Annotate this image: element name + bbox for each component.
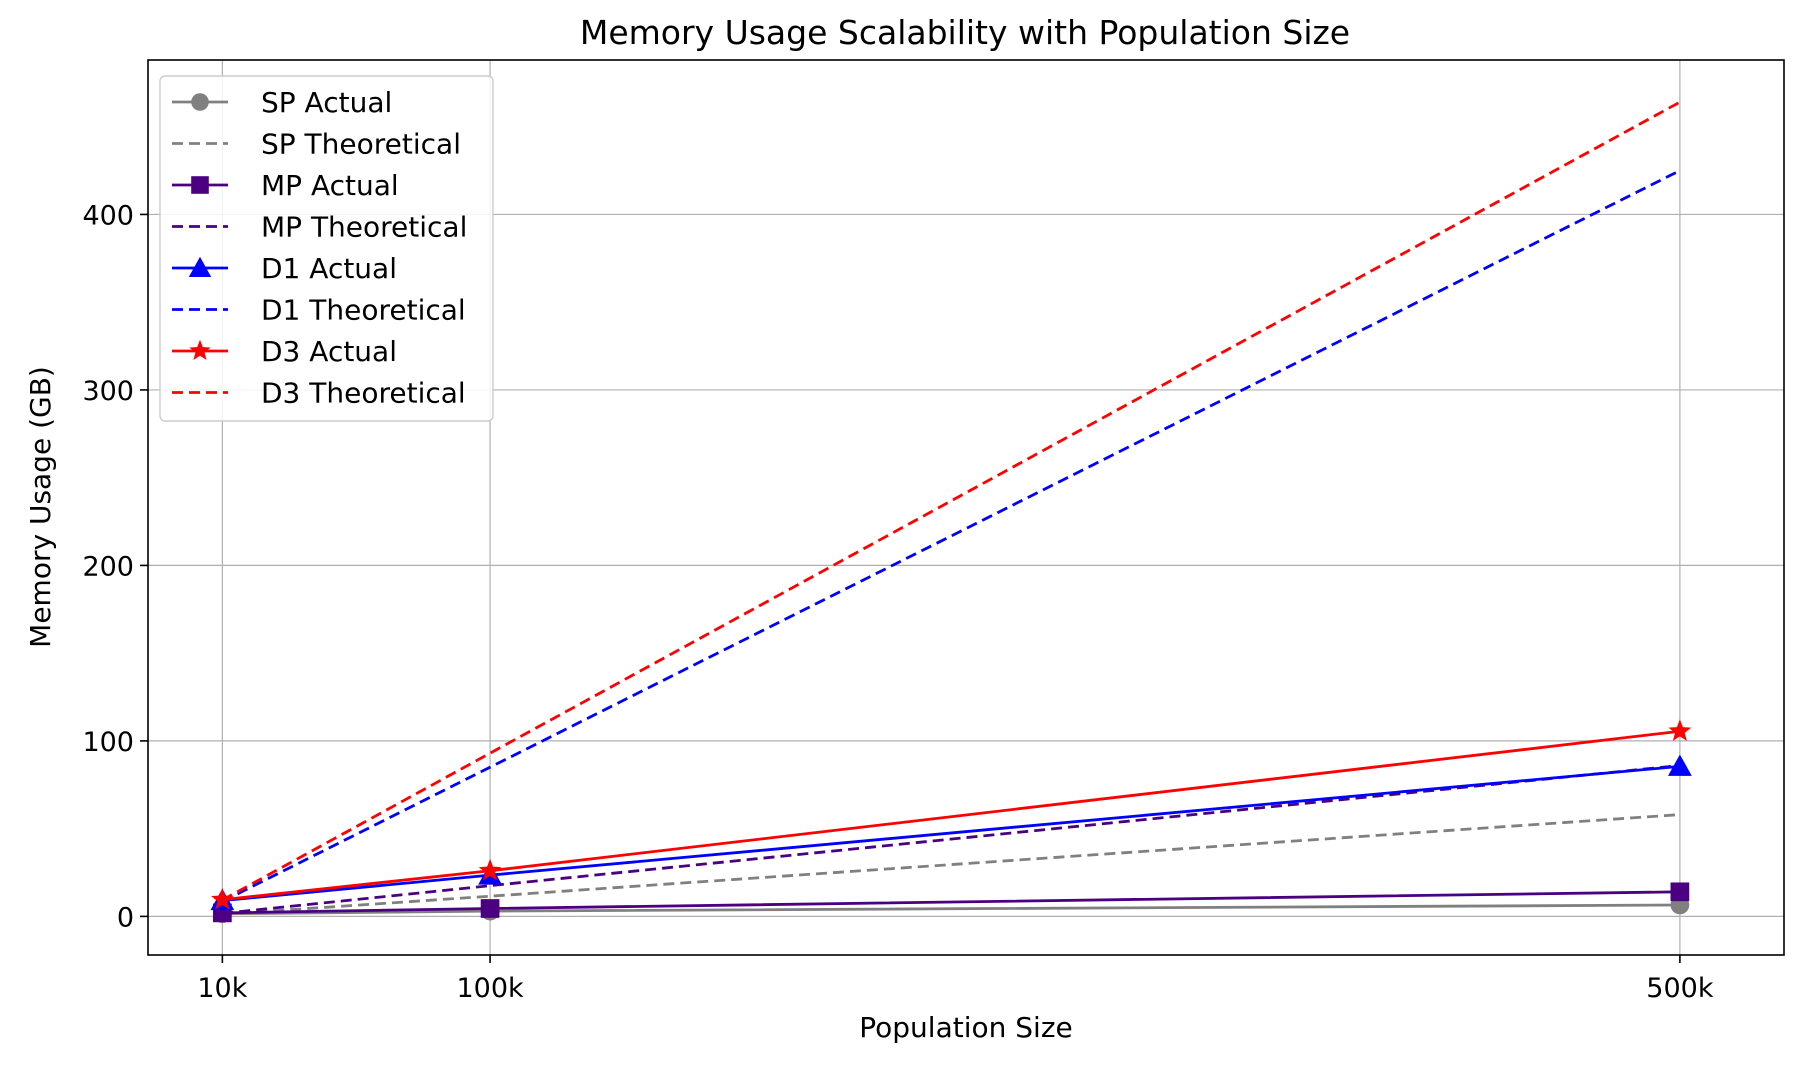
series-sp-theoretical — [222, 813, 1680, 916]
legend-entry-d1-theoretical: D1 Theoretical — [172, 294, 466, 327]
series-line-d1-theoretical — [221, 169, 1681, 903]
legend-label-d1-theoretical: D1 Theoretical — [261, 294, 466, 327]
y-tick-label: 0 — [117, 902, 134, 933]
legend-marker-mp-actual — [191, 176, 209, 194]
legend-label-mp-actual: MP Actual — [261, 169, 399, 202]
legend-label-d3-actual: D3 Actual — [261, 335, 397, 368]
y-axis-label: Memory Usage (GB) — [24, 366, 57, 648]
series-mp-theoretical — [222, 764, 1681, 915]
legend-label-sp-actual: SP Actual — [261, 86, 392, 119]
series-line-sp-theoretical — [222, 813, 1680, 916]
series-line-d3-theoretical — [221, 100, 1681, 902]
legend-entry-mp-actual: MP Actual — [172, 169, 399, 202]
legend-entry-sp-actual: SP Actual — [172, 86, 392, 119]
legend-label-mp-theoretical: MP Theoretical — [261, 211, 467, 244]
axis-ticks: 10k 100k 500k 0 100 200 300 400 — [82, 200, 1713, 1004]
legend-label-d1-actual: D1 Actual — [261, 252, 397, 285]
legend-entry-mp-theoretical: MP Theoretical — [172, 211, 467, 244]
x-tick-label: 100k — [456, 973, 524, 1004]
y-tick-label: 400 — [82, 200, 134, 231]
legend-marker-sp-actual — [191, 93, 209, 111]
y-tick-label: 100 — [82, 727, 134, 758]
legend-entry-d3-theoretical: D3 Theoretical — [172, 377, 466, 410]
series-line-d3-actual — [222, 729, 1681, 902]
data-point-d3-actual — [211, 887, 234, 910]
legend-entry-d1-actual: D1 Actual — [172, 252, 397, 285]
series-d1-actual — [210, 754, 1692, 911]
data-point-d1-actual — [1667, 754, 1692, 776]
series-line-d1-actual — [222, 764, 1681, 902]
plot-series — [210, 100, 1692, 924]
x-tick-label: 500k — [1646, 973, 1714, 1004]
y-tick-label: 300 — [82, 376, 134, 407]
data-point-mp-actual — [480, 899, 500, 918]
legend-label-d3-theoretical: D3 Theoretical — [261, 377, 466, 410]
legend-marker-d3-actual — [189, 339, 211, 361]
legend-marker-d1-actual — [188, 256, 212, 277]
legend: SP Actual SP Theoretical MP Actual MP Theor… — [159, 75, 494, 422]
plot-frame — [147, 59, 1785, 956]
y-tick-label: 200 — [82, 551, 134, 582]
series-line-mp-theoretical — [222, 764, 1681, 915]
series-d1-theoretical — [221, 169, 1681, 903]
legend-entry-d3-actual: D3 Actual — [172, 335, 397, 368]
series-d3-theoretical — [221, 100, 1681, 902]
data-point-d3-actual — [1668, 719, 1692, 741]
x-tick-label: 10k — [197, 973, 247, 1004]
legend-entry-sp-theoretical: SP Theoretical — [172, 128, 461, 161]
data-point-mp-actual — [1670, 882, 1690, 902]
series-d3-actual — [211, 719, 1692, 910]
legend-label-sp-theoretical: SP Theoretical — [261, 128, 461, 161]
x-axis-label: Population Size — [859, 1011, 1073, 1044]
legend-box — [159, 75, 494, 422]
chart-title: Memory Usage Scalability with Population… — [580, 13, 1350, 52]
data-point-d3-actual — [478, 858, 502, 881]
